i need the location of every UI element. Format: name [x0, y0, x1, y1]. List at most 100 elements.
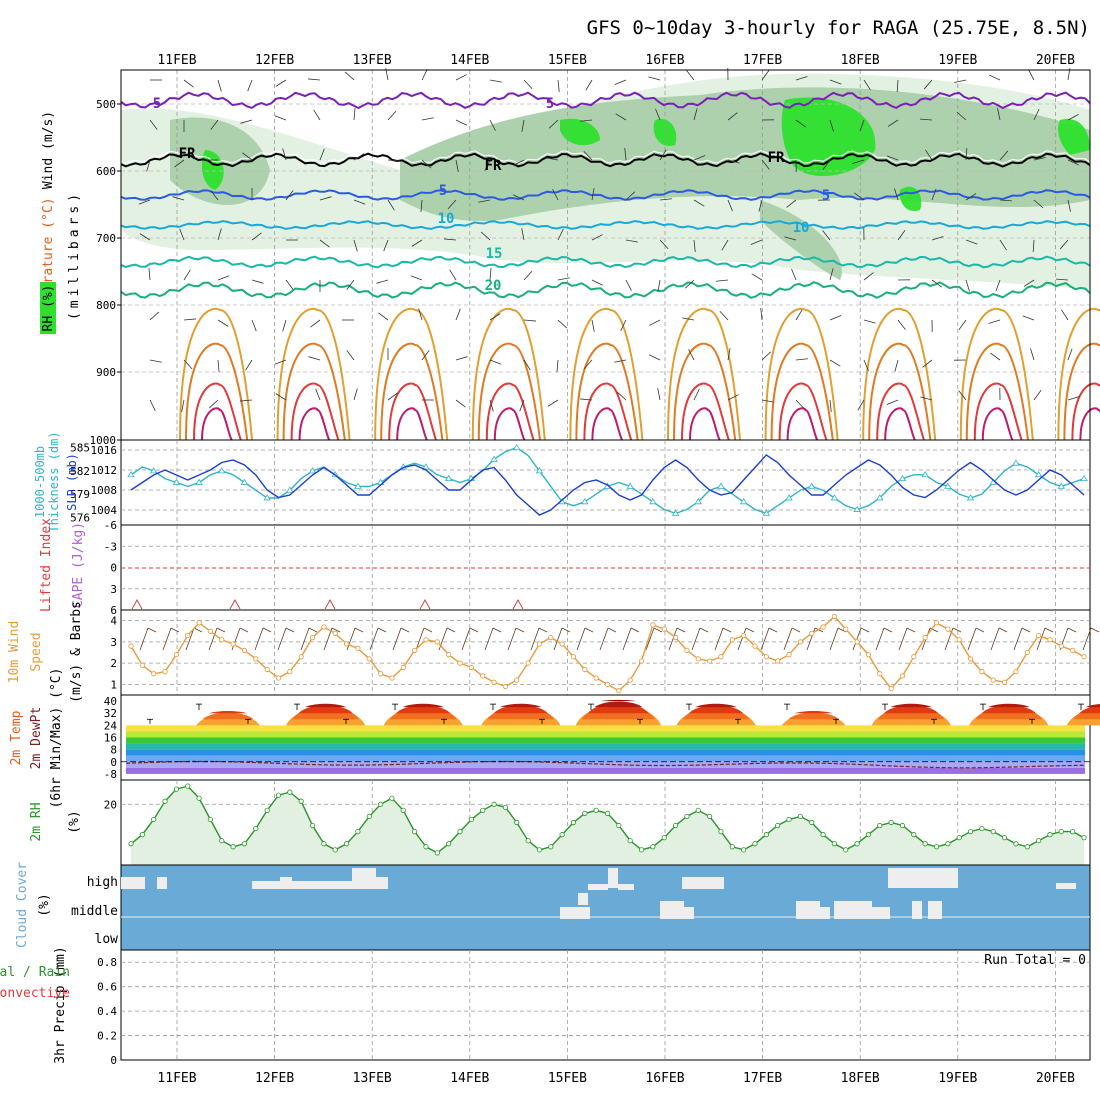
- point: [230, 641, 236, 647]
- barb: [1067, 348, 1073, 361]
- point: [514, 819, 520, 826]
- barb: [149, 119, 158, 130]
- tick-label: 1008: [91, 484, 118, 497]
- point: [899, 673, 906, 679]
- barb: [791, 268, 797, 281]
- barb: [513, 194, 525, 201]
- point: [185, 632, 191, 639]
- barb: [1067, 114, 1079, 121]
- contour-label: FR: [485, 158, 502, 174]
- point: [149, 467, 158, 474]
- point: [309, 822, 316, 829]
- point: [616, 688, 622, 694]
- point: [865, 832, 872, 838]
- barb: [139, 627, 149, 651]
- cloud-gap: [280, 877, 292, 889]
- barb: [245, 359, 253, 371]
- barb: [897, 319, 906, 330]
- point: [650, 844, 656, 850]
- barb-feather: [630, 627, 640, 633]
- contour-loop: [862, 307, 937, 441]
- barb-feather: [170, 627, 180, 633]
- cloud-panel: high middle low Cloud Cover (%): [15, 862, 1091, 951]
- barb: [489, 268, 492, 281]
- cloud-gap: [588, 884, 608, 890]
- point: [581, 498, 589, 505]
- point: [172, 478, 181, 485]
- point: [355, 645, 361, 651]
- barb: [659, 198, 672, 201]
- temp-hump: [688, 705, 744, 714]
- cloud-gap: [888, 868, 958, 888]
- point: [843, 847, 849, 853]
- barb: [387, 392, 398, 401]
- point: [695, 807, 701, 813]
- tick-label: 0.2: [97, 1030, 117, 1043]
- barb: [620, 319, 627, 331]
- barb: [247, 79, 253, 92]
- barb: [310, 319, 321, 328]
- wind-barbs-10m: [139, 627, 1100, 651]
- barb: [737, 627, 747, 651]
- cloud-gap: [834, 901, 872, 919]
- barb: [786, 199, 797, 208]
- contour-label: 20: [485, 278, 502, 294]
- barb: [217, 319, 229, 327]
- barb: [183, 318, 196, 321]
- point: [366, 813, 372, 820]
- precip-panel: 0.8 0.6 0.4 0.2 0 Run Total = 0 3hr Precip (…: [0, 946, 1091, 1067]
- contour-loop: [965, 342, 1029, 441]
- point: [480, 807, 486, 813]
- barb: [455, 159, 459, 172]
- barb: [217, 228, 222, 241]
- barb-feather: [975, 627, 985, 633]
- barb: [251, 279, 264, 284]
- point: [400, 664, 406, 670]
- barb-feather: [239, 627, 249, 633]
- date-label-top: 18FEB: [841, 53, 880, 68]
- point: [1001, 835, 1008, 841]
- rh2m-panel: 20 2m RH (%): [29, 779, 1091, 866]
- barb-feather: [285, 627, 295, 633]
- point: [185, 783, 191, 789]
- barb: [645, 627, 655, 651]
- barb: [999, 150, 1009, 161]
- date-label-top: 15FEB: [548, 53, 587, 68]
- barb: [686, 70, 695, 81]
- barb: [657, 388, 661, 401]
- date-label-bottom: 12FEB: [255, 1071, 294, 1086]
- tick-label: 32: [104, 707, 117, 720]
- point: [151, 816, 157, 823]
- barb: [616, 391, 627, 401]
- li-mark: [324, 598, 336, 610]
- point: [1013, 669, 1019, 675]
- tick-label: 1004: [91, 504, 118, 517]
- point: [264, 666, 270, 673]
- barb: [925, 149, 933, 161]
- cloud-level-high: high: [87, 875, 118, 890]
- point: [343, 841, 350, 847]
- tick-label: 585: [70, 442, 90, 455]
- point: [196, 620, 202, 626]
- barb: [682, 317, 695, 321]
- barb: [344, 71, 355, 81]
- barb: [922, 359, 933, 368]
- point: [922, 841, 928, 847]
- point: [434, 850, 440, 856]
- barb: [275, 393, 287, 401]
- cloud-gap: [578, 893, 588, 905]
- point: [480, 673, 486, 679]
- contour-freezing: [120, 152, 1091, 168]
- barb: [353, 108, 356, 121]
- contour-loop: [298, 407, 333, 443]
- point: [423, 637, 429, 643]
- barb: [139, 233, 151, 241]
- point: [627, 677, 633, 683]
- tick-label: 1: [110, 678, 117, 691]
- contour-loop: [1057, 307, 1100, 441]
- tick-label: 700: [96, 232, 116, 245]
- barb: [217, 359, 220, 372]
- rh-area: [131, 786, 1084, 865]
- barb: [387, 110, 397, 121]
